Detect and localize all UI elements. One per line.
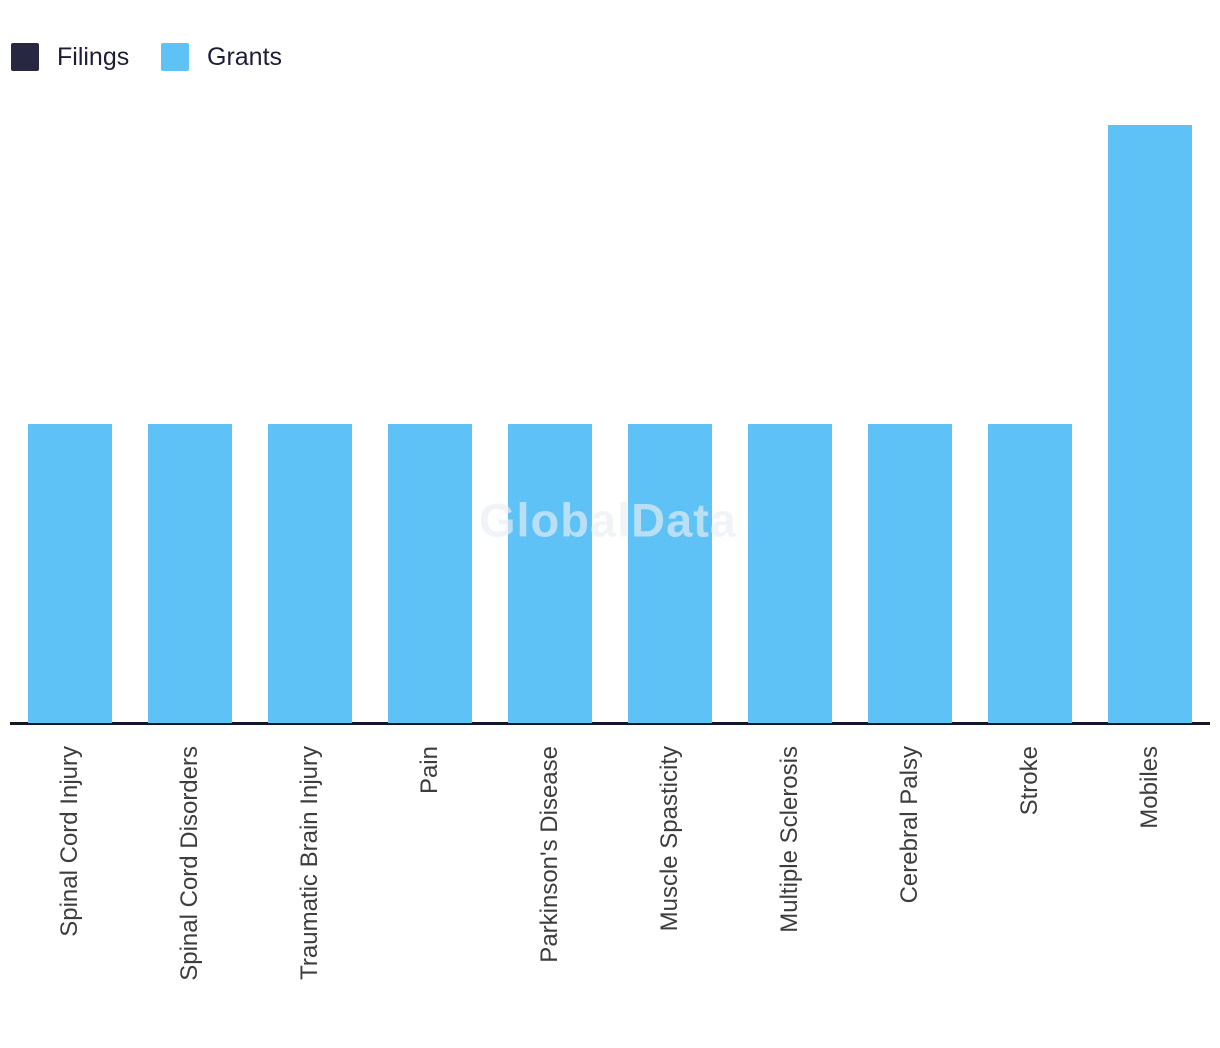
grants-bar-muscle-spasticity[interactable]	[628, 424, 712, 723]
grants-bar-spinal-cord-disorders[interactable]	[148, 424, 232, 723]
legend-label-grants: Grants	[207, 42, 283, 71]
grants-bar-parkinson-s-disease[interactable]	[508, 424, 592, 723]
x-axis-line	[10, 722, 1210, 725]
grants-bar-pain[interactable]	[388, 424, 472, 723]
legend-swatch-filings	[11, 43, 39, 71]
legend-item-grants[interactable]: Grants	[161, 43, 282, 71]
legend-swatch-grants	[161, 43, 189, 71]
legend-item-filings[interactable]: Filings	[11, 43, 129, 71]
grants-bar-traumatic-brain-injury[interactable]	[268, 424, 352, 723]
grants-bar-cerebral-palsy[interactable]	[868, 424, 952, 723]
legend-label-filings: Filings	[57, 42, 130, 71]
grants-bar-spinal-cord-injury[interactable]	[28, 424, 112, 723]
grants-bar-stroke[interactable]	[988, 424, 1072, 723]
grants-bar-mobiles[interactable]	[1108, 125, 1192, 723]
grants-bar-multiple-sclerosis[interactable]	[748, 424, 832, 723]
